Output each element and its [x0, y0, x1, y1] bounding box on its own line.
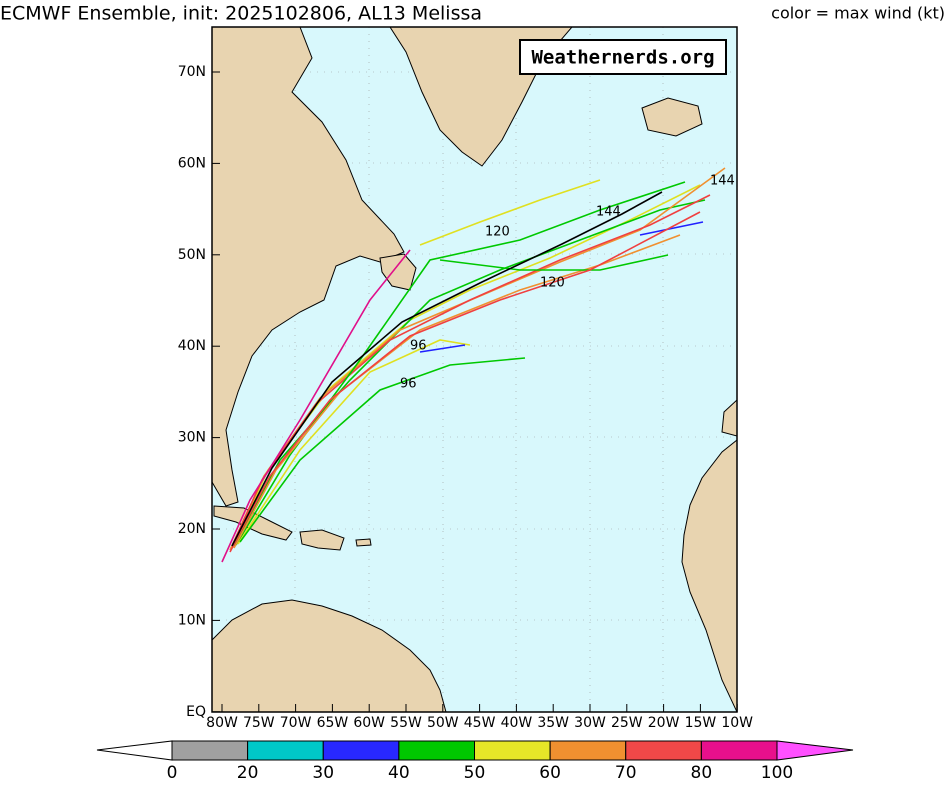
- title: ECMWF Ensemble, init: 2025102806, AL13 M…: [0, 3, 482, 25]
- iceland: [641, 97, 703, 137]
- colorbar-label: 50: [464, 763, 486, 783]
- colorbar-segment: [549, 740, 627, 761]
- lon-label: 70W: [280, 715, 312, 731]
- lon-label: 60W: [353, 715, 385, 731]
- colorbar-arrow-right: [776, 740, 854, 761]
- watermark-box: [519, 39, 727, 75]
- lon-label: 30W: [574, 715, 606, 731]
- colorbar-label: 40: [388, 763, 410, 783]
- lon-label: 45W: [464, 715, 496, 731]
- lat-label: 30N: [178, 430, 206, 446]
- colorbar-segment: [700, 740, 778, 761]
- south-america: [212, 599, 447, 712]
- hispaniola: [299, 529, 345, 551]
- newfoundland: [379, 253, 417, 291]
- lon-label: 25W: [611, 715, 643, 731]
- lat-label: 20N: [178, 521, 206, 537]
- lat-label: 70N: [178, 64, 206, 80]
- colorbar-segment: [398, 740, 475, 761]
- colorbar-segment: [474, 740, 551, 761]
- colorbar-label: 100: [761, 763, 793, 783]
- africa: [681, 439, 737, 712]
- lat-label: EQ: [186, 704, 206, 720]
- lon-label: 35W: [537, 715, 569, 731]
- colorbar-label: 0: [167, 763, 178, 783]
- map-layer: 120 144 144 120 96 96: [212, 27, 737, 712]
- lon-label: 50W: [427, 715, 459, 731]
- colorbar-segment: [171, 740, 249, 761]
- lon-label: 80W: [206, 715, 238, 731]
- track-label: 120: [485, 225, 510, 240]
- colorbar-label: 20: [237, 763, 259, 783]
- legend-note: color = max wind (kt): [771, 4, 945, 23]
- colorbar-label: 70: [615, 763, 637, 783]
- track-label: 144: [596, 205, 621, 220]
- lon-label: 20W: [648, 715, 680, 731]
- lat-label: 40N: [178, 338, 206, 354]
- ensemble-tracks: [221, 167, 726, 563]
- lon-label: 75W: [243, 715, 275, 731]
- colorbar-label: 60: [539, 763, 561, 783]
- colorbar-segment: [625, 740, 702, 761]
- colorbar: [96, 740, 854, 761]
- colorbar-segment: [247, 740, 324, 761]
- lon-label: 55W: [390, 715, 422, 731]
- lat-label: 50N: [178, 247, 206, 263]
- colorbar-arrow-left: [96, 740, 173, 761]
- colorbar-label: 30: [312, 763, 334, 783]
- lon-label: 10W: [721, 715, 753, 731]
- colorbar-segment: [322, 740, 400, 761]
- track-label: 120: [540, 276, 565, 291]
- track-labels: 120 144 144 120 96 96: [400, 174, 735, 392]
- north-america: [212, 27, 405, 507]
- track-label: 96: [410, 339, 427, 354]
- map-frame: [211, 26, 738, 713]
- lat-label: 60N: [178, 155, 206, 171]
- track-label: 144: [710, 174, 735, 189]
- iberia: [721, 399, 737, 437]
- lon-label: 65W: [317, 715, 349, 731]
- watermark: Weathernerds.org: [531, 47, 714, 69]
- lat-label: 10N: [178, 612, 206, 628]
- lon-label: 15W: [685, 715, 717, 731]
- colorbar-label: 80: [691, 763, 713, 783]
- puerto-rico: [355, 538, 372, 547]
- lon-label: 40W: [501, 715, 533, 731]
- track-label: 96: [400, 377, 417, 392]
